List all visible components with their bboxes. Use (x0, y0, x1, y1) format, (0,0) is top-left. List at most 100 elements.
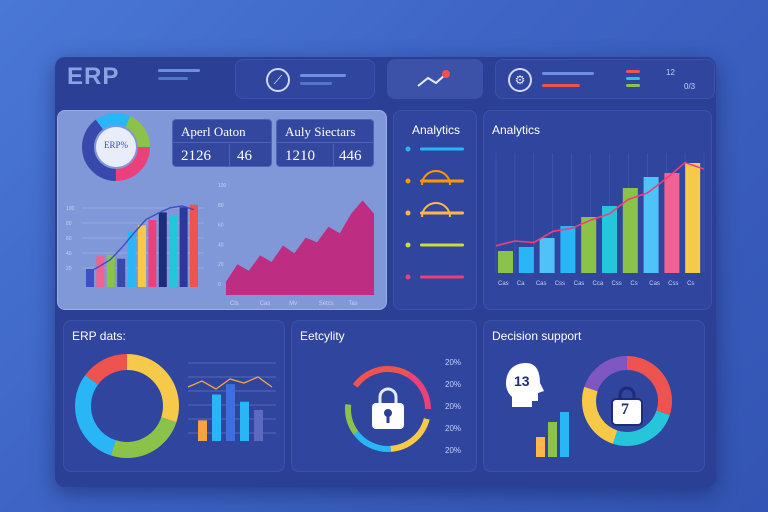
overview-panel: ERP% Aperl Oaton 2126 46 Auly Siectars 1… (57, 110, 387, 310)
head-value: 13 (514, 373, 530, 389)
x-tick-label: Cas (536, 281, 547, 287)
stat-value: 446 (339, 148, 362, 164)
trend-icon (417, 70, 450, 87)
decision-donut-segment-2 (582, 356, 672, 446)
bar (254, 410, 263, 441)
x-tick-label: Cs (687, 281, 694, 287)
erp-donut-segment-3 (75, 354, 179, 458)
bar (643, 177, 659, 273)
security-panel: Eetcylity 20% 20% 20% 20% 20% (291, 320, 477, 472)
bar (622, 188, 638, 273)
decision-support-title: Decision support (492, 329, 582, 343)
list-line (626, 70, 640, 73)
bar (240, 401, 249, 441)
header-value: 0/3 (684, 82, 696, 91)
x-tick-label: Css (611, 281, 621, 287)
compass-icon: ⟋ (266, 68, 290, 92)
row-dot (405, 242, 411, 248)
overview-donut-label: ERP% (104, 140, 129, 150)
overview-bar-line-chart: 20 40 60 80 100 (66, 204, 204, 287)
stat-card[interactable]: Aperl Oaton 2126 46 (172, 119, 272, 167)
header-line (542, 84, 580, 87)
bar (212, 394, 221, 441)
y-tick-label: 40 (66, 251, 72, 257)
decision-support-panel: Decision support 13 7 (483, 320, 705, 472)
y-tick-label: 60 (218, 223, 224, 229)
row-dot (405, 146, 411, 152)
y-tick-label: 40 (218, 242, 224, 248)
bar (106, 254, 115, 287)
trend-line (187, 376, 273, 390)
x-tick-label: Cca (593, 281, 604, 287)
bar (158, 212, 167, 287)
list-line (626, 77, 640, 80)
app-logo: ERP (67, 63, 120, 90)
security-percent: 20% (445, 402, 462, 411)
decision-donut-segment-0 (582, 356, 672, 446)
stat-label: Auly Siectars (285, 124, 356, 139)
bar (96, 256, 105, 287)
y-tick-label: 0 (218, 282, 221, 288)
row-bar (420, 179, 464, 183)
bar (179, 207, 188, 287)
y-tick-label: 20 (218, 262, 224, 268)
area-series (226, 200, 374, 295)
stat-value: 1210 (285, 148, 315, 164)
logo-line (158, 77, 188, 80)
erp-donut-segment-1 (75, 354, 179, 458)
header-card-trend[interactable] (387, 59, 483, 99)
analytics-chart-title: Analytics (492, 123, 541, 137)
bar (198, 420, 207, 441)
overview-area-chart: 100 80 60 40 20 0 Cls Cas Mv Setcs Tas (218, 183, 374, 307)
security-percent: 20% (445, 446, 462, 455)
y-tick-label: 80 (66, 221, 72, 227)
analytics-chart-panel: Analytics Cas Ca Cas Css Cas Cca Css Cs Cas Css Cs (483, 110, 712, 310)
bar (560, 412, 569, 457)
x-tick-label: Cls (230, 301, 239, 307)
bar (138, 225, 146, 287)
bar (518, 247, 534, 273)
x-tick-label: Cas (574, 281, 585, 287)
x-tick-label: Cs (630, 281, 637, 287)
bar (169, 215, 178, 287)
overview-donut (82, 113, 150, 181)
stat-label: Aperl Oaton (181, 124, 246, 139)
x-tick-label: Css (555, 281, 565, 287)
y-tick-label: 80 (218, 203, 224, 209)
y-tick-label: 100 (66, 206, 75, 212)
head-icon (506, 363, 544, 407)
y-tick-label: 20 (66, 266, 72, 272)
header-card-1[interactable]: ⟋ (235, 59, 375, 99)
erp-donut-chart (75, 354, 179, 458)
header-card-3[interactable]: ⚙ 12 0/3 (495, 59, 715, 99)
bar (539, 238, 555, 273)
bar (560, 226, 576, 273)
row-bar (420, 147, 464, 151)
bar (581, 217, 597, 273)
shopping-bag-icon (611, 386, 643, 426)
bar (190, 204, 198, 287)
logo-line (158, 69, 200, 72)
row-dot (405, 178, 411, 184)
decision-bar-chart (536, 412, 569, 457)
bar (498, 251, 513, 273)
security-percent: 20% (445, 358, 462, 367)
bar (117, 258, 126, 287)
bar (226, 384, 235, 441)
erp-bar-line-chart (187, 362, 276, 441)
header-line (300, 74, 346, 77)
stat-card[interactable]: Auly Siectars 1210 446 (276, 119, 374, 167)
bar (86, 269, 94, 287)
security-ring (345, 366, 431, 452)
analytics-list-rows (405, 146, 464, 280)
x-tick-label: Css (668, 281, 678, 287)
lock-icon (372, 387, 404, 429)
x-tick-label: Cas (260, 301, 271, 307)
analytics-bar-chart: Cas Ca Cas Css Cas Cca Css Cs Cas Css Cs (495, 153, 705, 287)
bar (602, 206, 617, 273)
stat-value: 46 (237, 148, 252, 164)
trend-line (85, 205, 195, 275)
bag-value: 7 (621, 401, 629, 418)
dashboard-frame: ERP ⟋ ⚙ 12 0/3 ERP% Aperl Oato (55, 57, 716, 487)
erp-data-title: ERP dats: (72, 329, 126, 343)
